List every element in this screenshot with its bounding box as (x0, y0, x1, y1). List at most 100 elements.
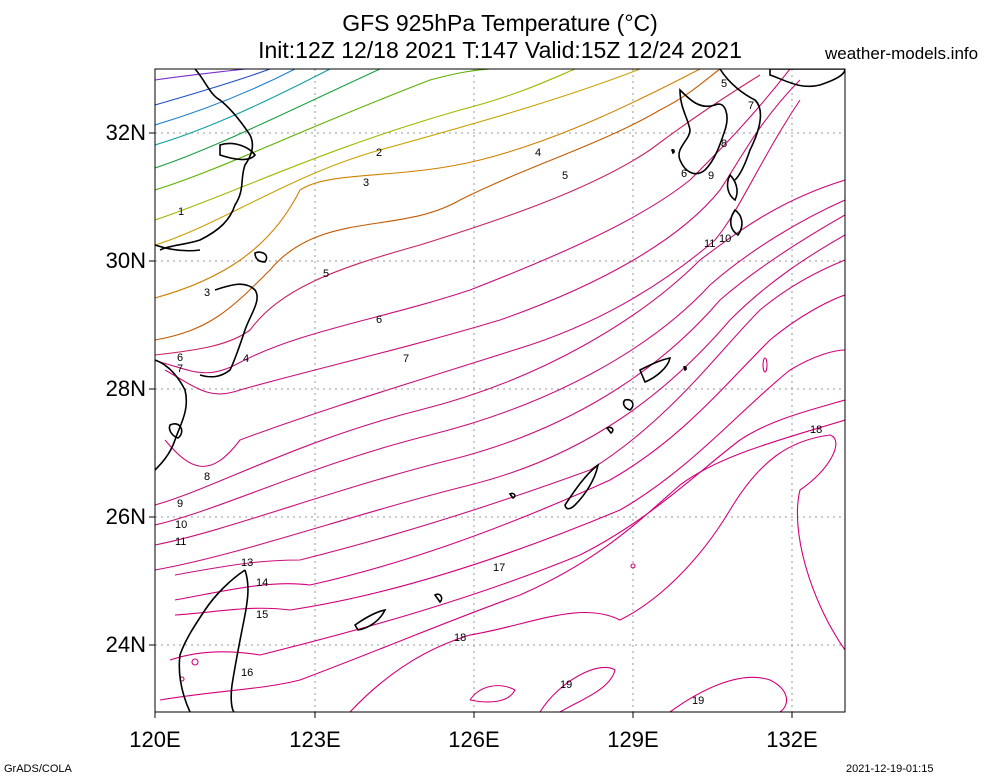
coastline-shikoku (769, 69, 845, 88)
contour-line (669, 676, 788, 712)
coastline-taiwan (178, 569, 249, 712)
contour-labels: 1 2 3 3 4 4 5 5 5 6 6 6 7 7 7 8 8 9 9 10… (175, 78, 822, 707)
coastline-kyushu (678, 88, 728, 175)
coastline-kumejima (508, 492, 516, 500)
contour-line (155, 69, 381, 169)
contour-closed (191, 658, 199, 666)
contour-line (155, 69, 246, 81)
x-axis-label: 132E (766, 727, 818, 752)
coastline-miyako (433, 593, 443, 604)
contour-line (155, 69, 491, 191)
contour-line (539, 666, 616, 712)
coastline-dot (671, 149, 675, 155)
footer-software: GrADS/COLA (4, 763, 72, 775)
coastline-tokunoshima (622, 398, 634, 411)
contour-line (155, 69, 721, 341)
footer-timestamp: 2021-12-19-01:15 (846, 763, 934, 775)
contour-line (155, 69, 701, 299)
coastline-china-south (155, 359, 188, 471)
y-axis-label: 32N (105, 120, 146, 145)
contour-label: 19 (692, 695, 704, 707)
contour-label: 19 (560, 679, 572, 691)
contour-closed (630, 563, 636, 569)
contour-label: 7 (748, 100, 754, 112)
contour-label: 17 (493, 562, 505, 574)
grid-lines (155, 69, 845, 712)
contour-line (155, 74, 761, 356)
contour-line (164, 99, 801, 467)
coastline-china (155, 69, 254, 252)
contour-label: 8 (204, 471, 210, 483)
contour-label: 3 (204, 287, 210, 299)
contour-label: 11 (175, 536, 186, 548)
contour-label: 7 (403, 353, 409, 365)
contour-line (155, 214, 845, 546)
contour-line (155, 199, 845, 526)
contour-line (155, 69, 296, 126)
contour-line (155, 234, 845, 571)
contour-label: 16 (241, 667, 253, 679)
contour-line (155, 69, 271, 106)
contour-label: 4 (243, 353, 249, 365)
x-axis-label: 123E (289, 727, 341, 752)
y-axis-label: 28N (105, 376, 146, 401)
contour-label: 3 (363, 177, 369, 189)
coastline-yakushima (729, 208, 743, 237)
coastline-ishigaki (353, 608, 387, 631)
coastline-small-isles (168, 423, 183, 439)
site-credit: weather-models.info (825, 44, 979, 63)
coastline-honshu (719, 69, 762, 181)
contour-line (349, 434, 845, 712)
contour-label: 2 (376, 147, 382, 159)
y-axis-label: 30N (105, 248, 146, 273)
coastline-okinawa (564, 463, 600, 510)
contour-label: 11 (704, 238, 715, 250)
coastline-okinoerabu (605, 426, 614, 435)
contour-label: 9 (708, 170, 714, 182)
contour-label: 1 (178, 206, 184, 218)
y-axis-label: 26N (105, 504, 146, 529)
coastline-tanegashima (726, 173, 738, 202)
contour-label: 15 (256, 609, 268, 621)
contour-line (155, 69, 331, 146)
contour-line (174, 349, 845, 616)
axis-ticks (149, 132, 793, 718)
contour-line (159, 419, 845, 701)
coastline-small-isles (254, 251, 268, 263)
map-subtitle: Init:12Z 12/18 2021 T:147 Valid:15Z 12/2… (258, 37, 742, 63)
contour-line (174, 259, 845, 576)
contour-label: 14 (256, 577, 268, 589)
contour-line (155, 69, 576, 221)
y-axis-label: 24N (105, 632, 146, 657)
contour-line (164, 79, 801, 395)
contour-label: 10 (175, 519, 187, 531)
contour-label: 5 (323, 268, 329, 280)
x-axis-label: 129E (607, 727, 659, 752)
contour-label: 4 (535, 147, 541, 159)
contour-label: 5 (562, 170, 568, 182)
contour-line (469, 685, 516, 703)
contour-label: 7 (177, 363, 183, 375)
contour-label: 13 (241, 557, 253, 569)
coastline-jeju (219, 142, 256, 161)
contour-label: 9 (177, 498, 183, 510)
contour-line (155, 69, 641, 246)
contour-label: 18 (810, 424, 822, 436)
contour-label: 6 (681, 168, 687, 180)
contour-line (155, 179, 845, 506)
coastlines (155, 69, 845, 712)
coastline-zhejiang (199, 283, 258, 378)
contour-line (174, 294, 845, 601)
contour-label: 10 (719, 233, 731, 245)
contour-label: 18 (454, 632, 466, 644)
contour-label: 8 (721, 138, 727, 150)
x-axis-label: 120E (129, 727, 181, 752)
contour-label: 6 (376, 314, 382, 326)
coastline-amami (638, 356, 672, 384)
contour-label: 6 (177, 352, 183, 364)
plot-frame (154, 68, 846, 713)
coastline-dot (683, 366, 687, 372)
contour-label: 5 (721, 78, 727, 90)
contour-line (169, 399, 845, 661)
